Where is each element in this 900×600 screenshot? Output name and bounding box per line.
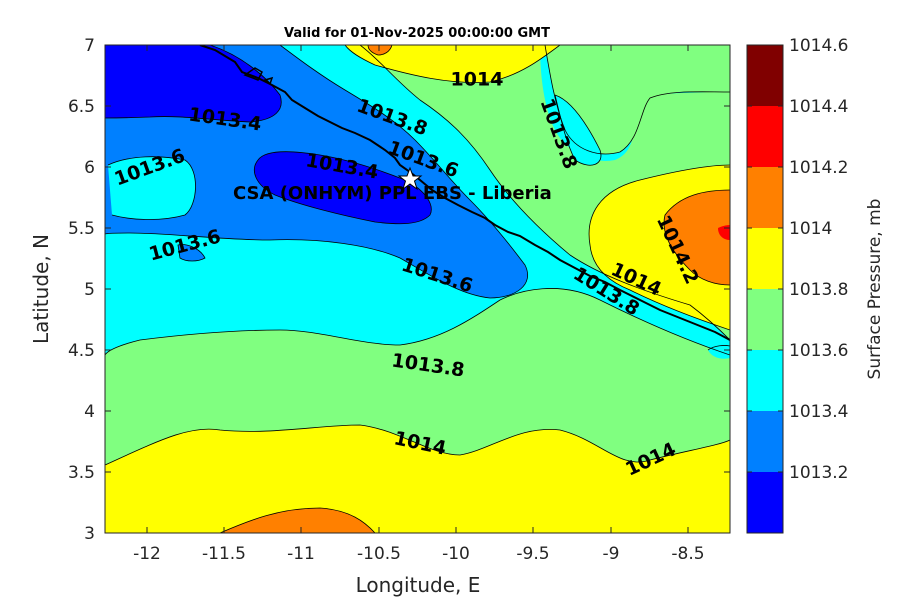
y-axis-ticks: 7 6.5 6 5.5 5 4.5 4 3.5 3	[68, 36, 730, 544]
x-tick-label: -8.5	[671, 544, 704, 564]
x-tick-label: -10.5	[357, 544, 401, 564]
x-axis-label: Longitude, E	[356, 573, 481, 597]
colorbar-tick-label: 1013.4	[789, 402, 848, 422]
y-tick-label: 3.5	[68, 463, 95, 483]
y-tick-label: 5	[84, 280, 95, 300]
colorbar-tick-label: 1013.8	[789, 280, 848, 300]
pressure-band-1014-4-east	[718, 225, 730, 240]
y-tick-label: 4.5	[68, 341, 95, 361]
colorbar-segment	[747, 472, 783, 533]
pressure-band-1014-south	[105, 425, 730, 533]
colorbar-segment	[747, 289, 783, 350]
colorbar-tick-label: 1013.6	[789, 341, 848, 361]
colorbar-tick-label: 1014	[789, 219, 832, 239]
colorbar-title: Surface Pressure, mb	[865, 199, 885, 380]
pressure-band-1013-6-east	[708, 345, 730, 359]
colorbar-segment	[747, 350, 783, 411]
pressure-band-1014-north	[345, 45, 560, 83]
pressure-band-1013-8-ne	[545, 45, 730, 154]
y-tick-label: 6.5	[68, 97, 95, 117]
y-axis-label: Latitude, N	[29, 234, 53, 344]
x-tick-label: -9	[603, 544, 620, 564]
pressure-band-1013-6-tongue	[555, 95, 601, 166]
coastline	[199, 45, 730, 341]
pressure-band-1013-6-inset	[108, 156, 196, 220]
colorbar-segment	[747, 45, 783, 106]
y-tick-label: 3	[84, 524, 95, 544]
plot-title: Valid for 01-Nov-2025 00:00:00 GMT	[284, 26, 550, 41]
contour-lines	[105, 45, 730, 533]
x-tick-label: -10	[442, 544, 470, 564]
pressure-band-1014-2-south	[220, 508, 375, 533]
y-tick-label: 6	[84, 158, 95, 178]
pressure-band-1013-2-central	[254, 151, 432, 224]
colorbar-segment	[747, 411, 783, 472]
x-tick-label: -11.5	[202, 544, 246, 564]
x-axis-ticks: -12 -11.5 -11 -10.5 -10 -9.5 -9 -8.5	[133, 45, 705, 564]
y-tick-label: 4	[84, 402, 95, 422]
y-tick-label: 5.5	[68, 219, 95, 239]
pressure-band-1013-4-inset	[178, 244, 205, 261]
contour-label: 1014	[451, 69, 504, 91]
pressure-band-1014-2-north	[368, 45, 392, 55]
y-tick-label: 7	[84, 36, 95, 56]
site-star-icon[interactable]	[397, 166, 423, 191]
x-tick-label: -9.5	[516, 544, 549, 564]
colorbar-tick-label: 1014.6	[789, 36, 848, 56]
colorbar-tick-label: 1013.2	[789, 463, 848, 483]
colorbar-segment	[747, 167, 783, 228]
site-label: CSA (ONHYM) PPL EBS - Liberia	[233, 183, 552, 204]
colorbar-segment	[747, 228, 783, 289]
x-tick-label: -11	[287, 544, 315, 564]
coastline-islands	[243, 67, 274, 86]
colorbar: 1014.6 1014.4 1014.2 1014 1013.8 1013.6 1013.4…	[746, 36, 848, 534]
colorbar-segment	[747, 106, 783, 167]
colorbar-tick-label: 1014.4	[789, 97, 848, 117]
x-tick-label: -12	[133, 544, 161, 564]
pressure-band-1014-2-east	[664, 190, 730, 285]
colorbar-tick-label: 1014.2	[789, 158, 848, 178]
